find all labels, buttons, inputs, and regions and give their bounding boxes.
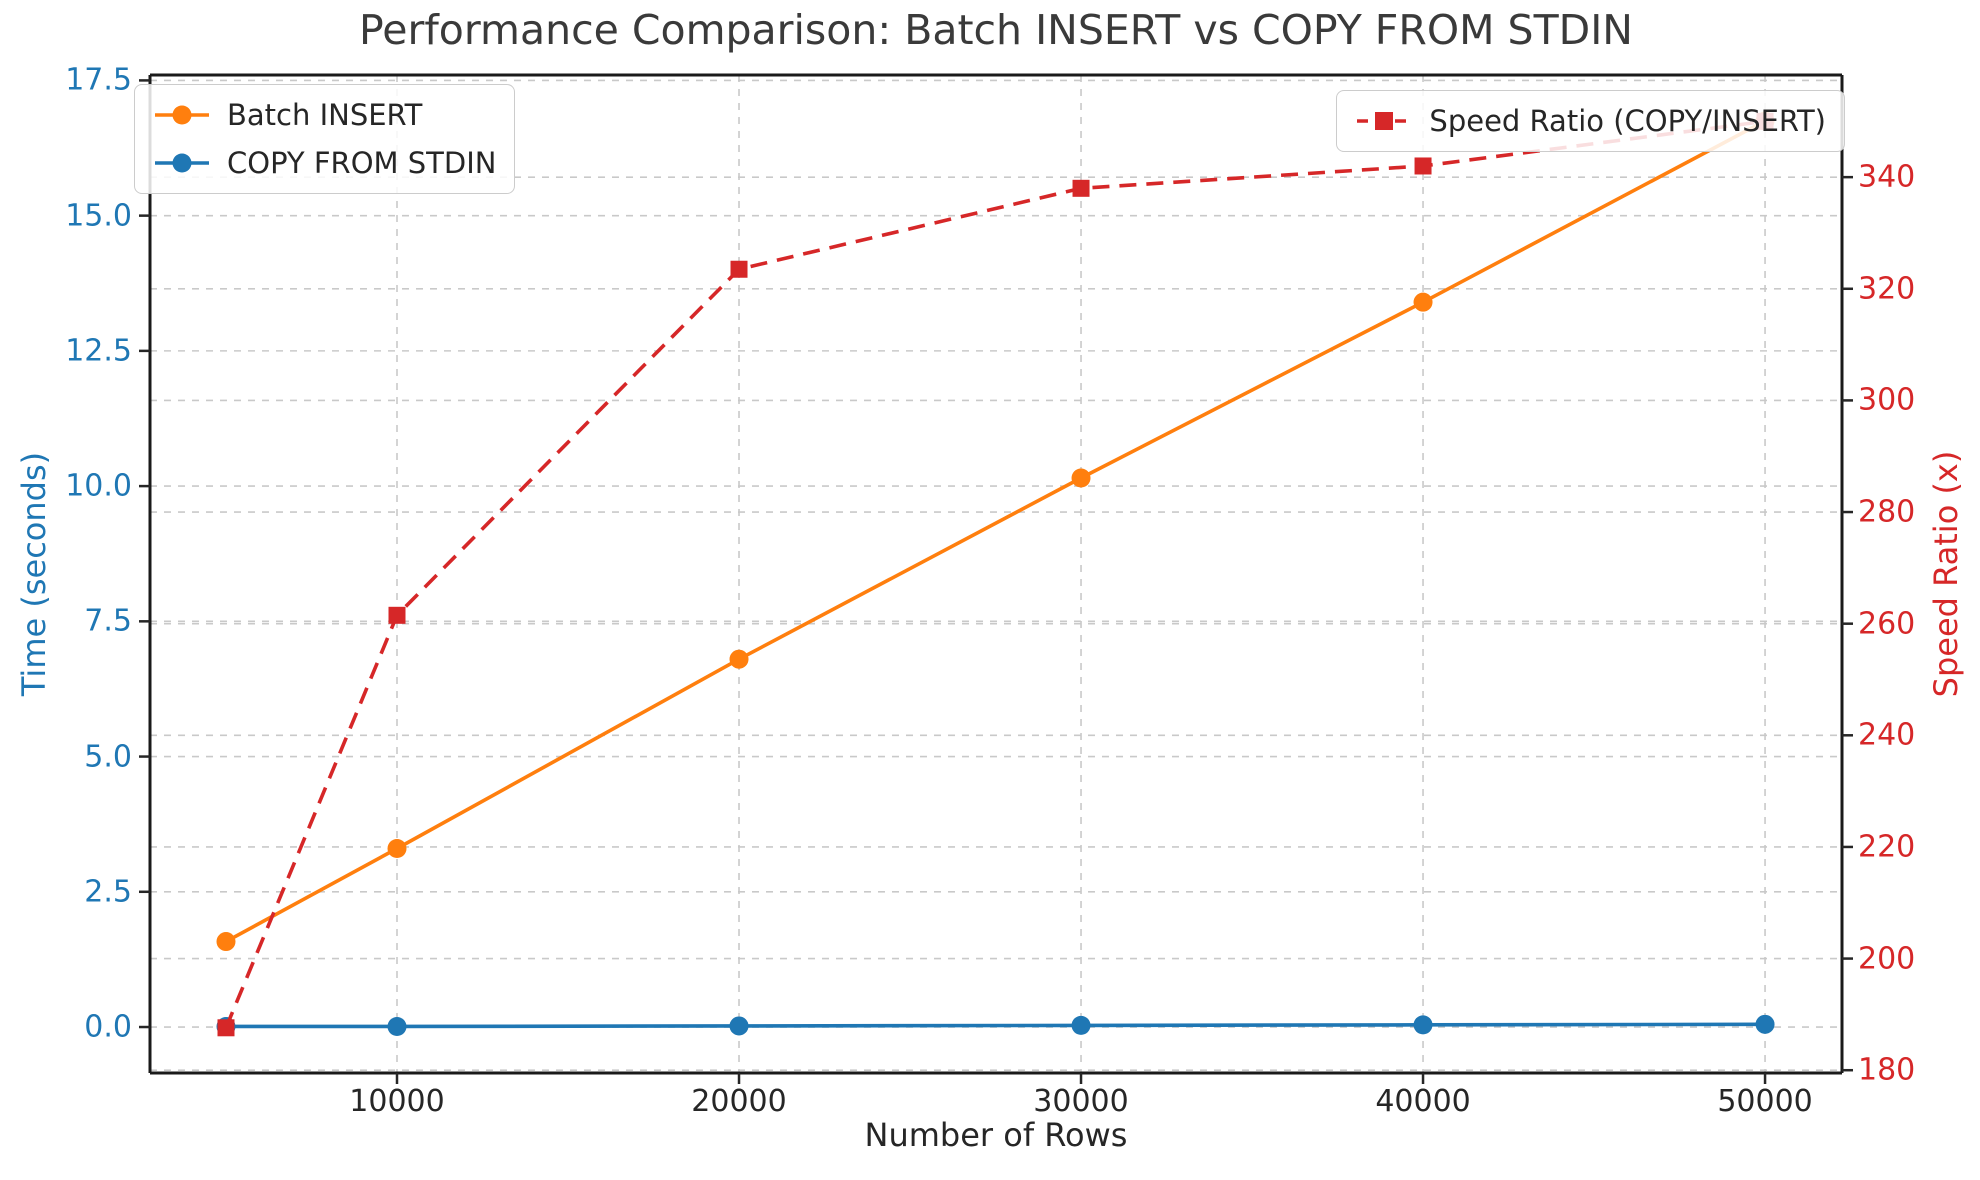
legend-label-batch-insert: Batch INSERT [227,98,423,132]
legend-marker-square [1375,112,1394,130]
data-point-square-2 [1414,157,1432,175]
legend-speed-ratio: Speed Ratio (COPY/INSERT) [1336,90,1845,152]
legend-swatch-batch-insert [155,105,209,125]
legend-marker-circle [172,153,192,173]
data-point-circle-1 [729,1016,749,1036]
series-line-2 [224,119,1766,1029]
data-point-circle-1 [1755,1014,1775,1034]
data-point-square-2 [388,606,406,624]
data-point-circle-1 [387,1016,407,1036]
data-point-circle-0 [387,839,407,859]
data-point-circle-0 [729,649,749,669]
data-point-square-2 [1072,179,1090,197]
x-axis-label: Number of Rows [864,1116,1128,1154]
y-axis-label-right: Speed Ratio (x) [1927,450,1965,698]
data-point-circle-0 [216,932,236,952]
legend-item-copy-stdin: COPY FROM STDIN [153,141,496,185]
data-point-circle-0 [1071,468,1091,488]
legend-item-speed-ratio: Speed Ratio (COPY/INSERT) [1355,99,1826,143]
legend-label-speed-ratio: Speed Ratio (COPY/INSERT) [1429,104,1826,138]
legend-time-series: Batch INSERT COPY FROM STDIN [134,84,516,194]
chart-title: Performance Comparison: Batch INSERT vs … [359,6,1633,54]
legend-label-copy-stdin: COPY FROM STDIN [227,146,497,180]
legend-marker-circle [172,105,192,125]
legend-item-batch-insert: Batch INSERT [153,93,496,137]
y-axis-label-left: Time (seconds) [15,451,53,697]
data-point-circle-1 [1071,1015,1091,1035]
series-line-0 [225,119,1766,944]
series-line-1 [225,1022,1766,1029]
data-point-square-2 [217,1019,235,1037]
data-point-circle-1 [1413,1015,1433,1035]
legend-swatch-speed-ratio [1357,112,1412,130]
data-point-square-2 [730,260,748,278]
legend-swatch-copy-stdin [155,153,209,173]
data-point-circle-0 [1413,292,1433,312]
